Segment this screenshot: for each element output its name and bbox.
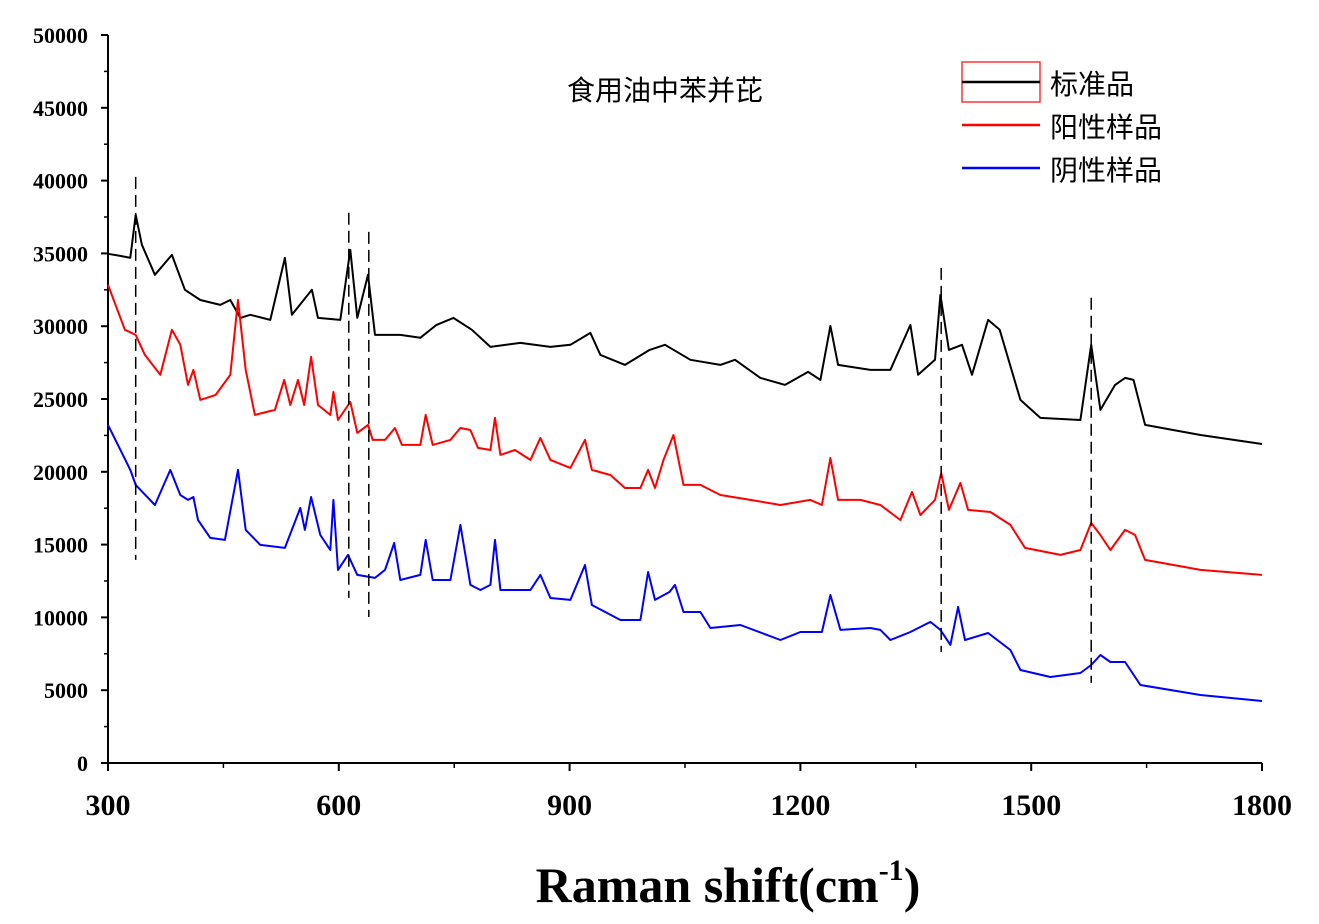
y-tick-label: 45000 [33, 96, 88, 121]
y-tick-label: 15000 [33, 533, 88, 558]
y-tick-label: 10000 [33, 605, 88, 630]
y-tick-label: 40000 [33, 169, 88, 194]
x-axis-label: Raman shift(cm-1) [536, 854, 921, 913]
legend-label: 标准品 [1050, 68, 1134, 101]
y-tick-label: 20000 [33, 460, 88, 485]
x-axis-label-close: ) [904, 857, 921, 913]
y-tick-label: 5000 [44, 678, 88, 703]
y-tick-label: 0 [77, 751, 88, 776]
x-axis-label-main: Raman shift(cm [536, 857, 879, 913]
chart-title: 食用油中苯并芘 [567, 74, 763, 107]
legend-label: 阳性样品 [1050, 111, 1162, 144]
x-tick-label: 900 [547, 789, 592, 822]
y-tick-label: 30000 [33, 314, 88, 339]
series-line-3 [107, 424, 1263, 702]
x-axis-label-sup: -1 [879, 854, 904, 887]
x-tick-label: 600 [316, 789, 361, 822]
legend-label: 阴性样品 [1050, 154, 1162, 187]
x-tick-label: 300 [86, 789, 131, 822]
series-line-2 [107, 284, 1263, 576]
y-tick-label: 50000 [33, 23, 88, 48]
y-tick-label: 35000 [33, 241, 88, 266]
y-tick-label: 25000 [33, 387, 88, 412]
x-tick-label: 1800 [1232, 789, 1292, 822]
series-line-1 [107, 213, 1263, 445]
x-tick-label: 1500 [1001, 789, 1061, 822]
x-tick-label: 1200 [770, 789, 830, 822]
